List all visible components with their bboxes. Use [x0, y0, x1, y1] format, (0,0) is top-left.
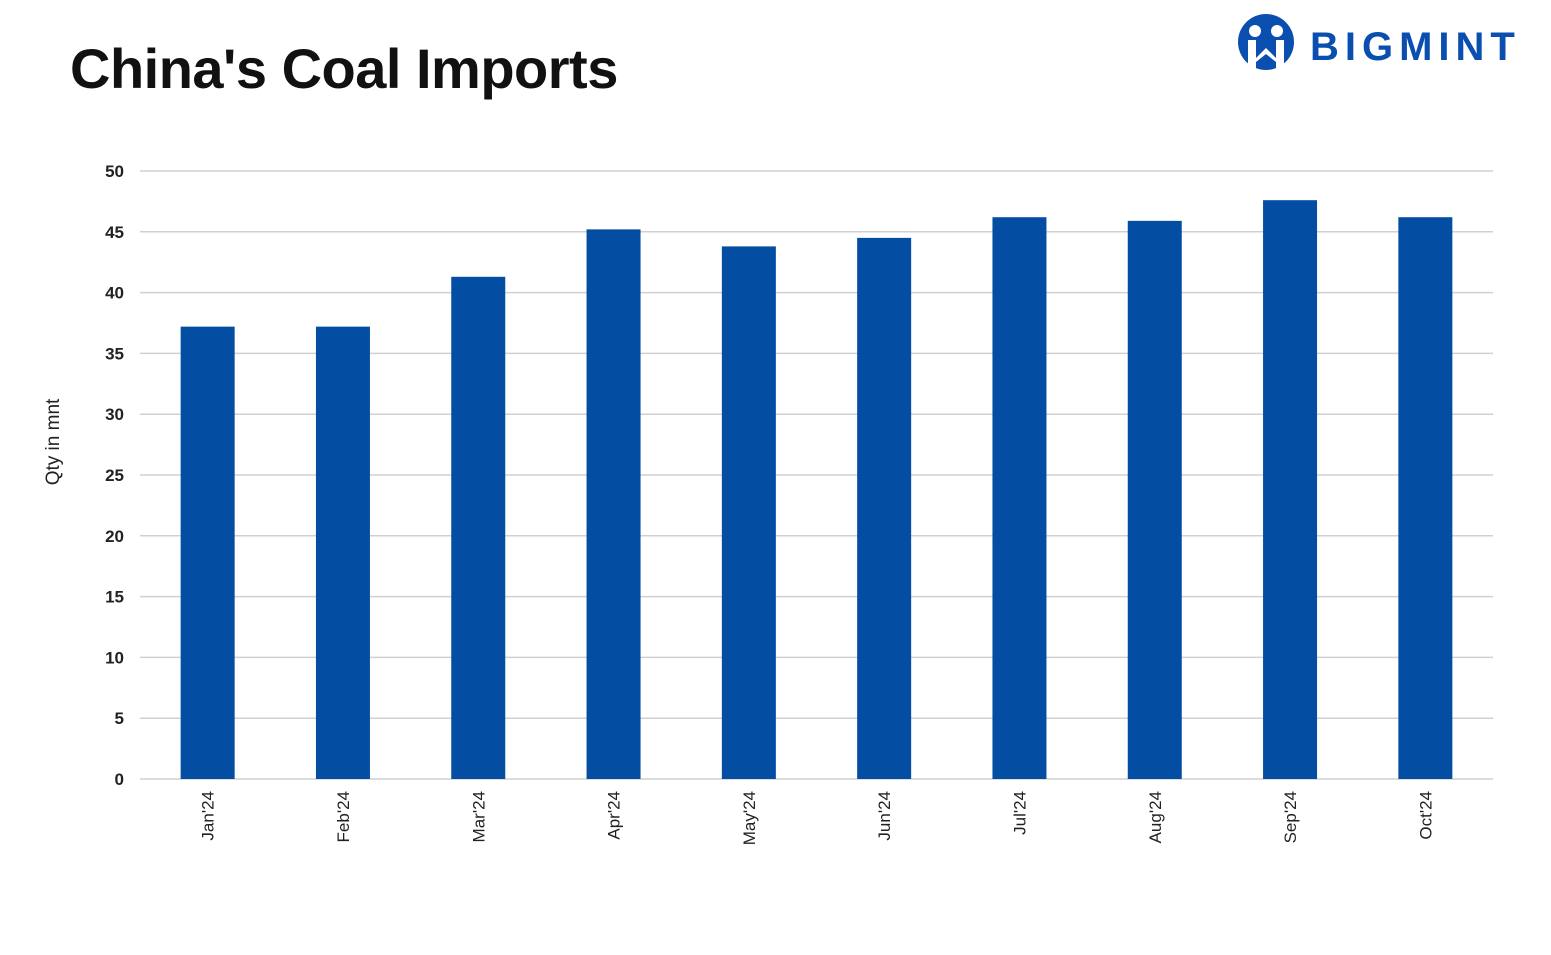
- logo-icon: [1238, 14, 1294, 70]
- bar: [180, 326, 235, 779]
- x-tick-label: Apr'24: [605, 791, 624, 840]
- bar: [586, 229, 641, 780]
- x-tick-label: Sep'24: [1281, 791, 1300, 843]
- y-tick-label: 10: [105, 648, 124, 667]
- y-tick-label: 30: [105, 405, 124, 424]
- x-tick-label: Oct'24: [1416, 791, 1435, 840]
- y-axis-ticks: 0 5 10 15 20 25 30 35 40 45 50: [105, 162, 124, 789]
- x-tick-label: May'24: [740, 791, 759, 845]
- bar: [721, 246, 776, 780]
- bar: [451, 276, 506, 779]
- bar: [1398, 217, 1453, 779]
- y-tick-label: 40: [105, 284, 124, 303]
- x-tick-label: Aug'24: [1146, 791, 1165, 843]
- y-tick-label: 20: [105, 527, 124, 546]
- bar: [315, 326, 370, 779]
- gridlines: [140, 170, 1493, 780]
- y-tick-label: 35: [105, 344, 124, 363]
- y-tick-label: 50: [105, 162, 124, 181]
- bar: [1127, 220, 1182, 779]
- x-tick-label: Jan'24: [199, 791, 218, 841]
- x-tick-label: Mar'24: [469, 791, 488, 842]
- bigmint-logo: BIGMINT: [1238, 14, 1521, 70]
- y-tick-label: 0: [115, 770, 124, 789]
- x-tick-label: Jul'24: [1010, 791, 1029, 835]
- bar: [857, 237, 912, 779]
- bar: [1263, 200, 1318, 779]
- logo-text: BIGMINT: [1310, 25, 1521, 69]
- x-tick-label: Feb'24: [334, 791, 353, 842]
- x-tick-label: Jun'24: [875, 791, 894, 841]
- x-axis-ticks: Jan'24 Feb'24 Mar'24 Apr'24 May'24 Jun'24 Jul'…: [199, 791, 1436, 845]
- chart-title: China's Coal Imports: [70, 37, 618, 100]
- y-tick-label: 25: [105, 466, 124, 485]
- y-axis-label: Qty in mnt: [43, 398, 64, 485]
- bars: [180, 200, 1453, 780]
- y-tick-label: 45: [105, 223, 124, 242]
- y-tick-label: 15: [105, 588, 124, 607]
- y-tick-label: 5: [115, 709, 124, 728]
- bar: [992, 217, 1047, 779]
